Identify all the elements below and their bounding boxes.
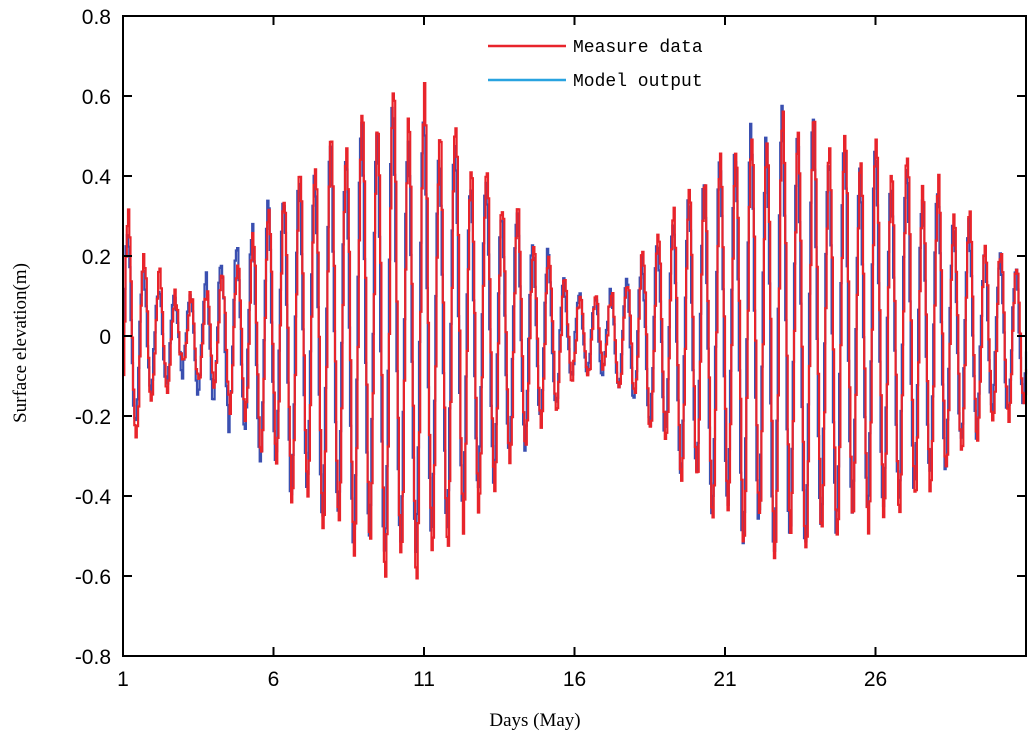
series-layer [123, 82, 1028, 580]
legend-label-model-output: Model output [573, 72, 703, 92]
y-tick-label: 0.8 [82, 6, 111, 29]
ticks-layer: 1 6 11 16 21 26-0.8-0.6-0.4-0.200.20.40.60.8 [75, 6, 1026, 691]
series-line-measure-data [123, 82, 1028, 580]
y-tick-label: 0.6 [82, 86, 111, 109]
x-tick-label: 6 [268, 668, 280, 691]
series-line-model-output [123, 104, 1028, 553]
x-tick-label: 11 [413, 668, 435, 691]
x-tick-label: 21 [713, 668, 736, 691]
y-tick-label: -0.2 [75, 406, 111, 429]
y-tick-label: 0 [99, 326, 111, 349]
legend: Measure data Model output [488, 38, 703, 92]
y-tick-label: 0.4 [82, 166, 112, 189]
x-tick-label: 16 [563, 668, 586, 691]
x-axis-label: Days (May) [489, 710, 580, 731]
y-tick-label: -0.6 [75, 566, 111, 589]
legend-label-measure-data: Measure data [573, 38, 703, 58]
y-axis-label: Surface elevation(m) [10, 263, 31, 423]
x-tick-label: 1 [117, 668, 129, 691]
y-tick-label: 0.2 [82, 246, 111, 269]
y-tick-label: -0.8 [75, 646, 111, 669]
x-tick-label: 26 [864, 668, 887, 691]
y-tick-label: -0.4 [75, 486, 112, 509]
